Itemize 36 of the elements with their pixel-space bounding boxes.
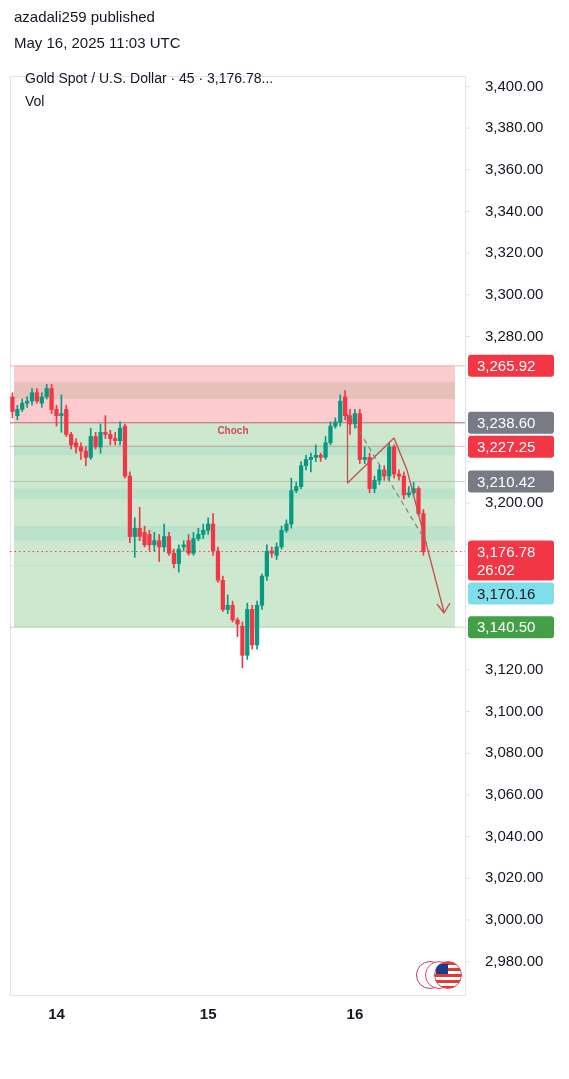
ref-line-label: 3,227.25 bbox=[477, 437, 536, 455]
x-tick-label: 16 bbox=[346, 1005, 364, 1023]
y-tick-label: 3,320.00 bbox=[485, 243, 544, 261]
text: azadali259 published bbox=[14, 8, 155, 25]
y-tick-label: 3,000.00 bbox=[485, 910, 544, 928]
y-tick-label: 2,980.00 bbox=[485, 951, 544, 969]
y-tick-label: 3,040.00 bbox=[485, 826, 544, 844]
ref-line-label: 3,140.50 bbox=[477, 618, 536, 636]
ref-line-label: 3,210.42 bbox=[477, 472, 536, 490]
candlestick bbox=[313, 444, 318, 462]
text: May 16, 2025 11:03 UTC bbox=[14, 34, 181, 51]
y-tick-label: 3,280.00 bbox=[485, 326, 544, 344]
x-tick-label: 15 bbox=[199, 1005, 217, 1023]
ref-line-label: 3,265.92 bbox=[477, 356, 536, 374]
y-tick-label: 3,340.00 bbox=[485, 201, 544, 219]
y-tick-label: 3,120.00 bbox=[485, 660, 544, 678]
candlestick bbox=[132, 517, 137, 558]
y-tick-label: 3,200.00 bbox=[485, 493, 544, 511]
y-tick-label: 3,360.00 bbox=[485, 159, 544, 177]
candlestick bbox=[308, 452, 314, 473]
y-tick-label: 3,060.00 bbox=[485, 785, 544, 803]
y-tick-label: 3,020.00 bbox=[485, 868, 544, 886]
candlestick bbox=[362, 446, 367, 464]
y-tick-label: 3,400.00 bbox=[485, 76, 544, 94]
ref-line-label: 3,238.60 bbox=[477, 413, 536, 431]
annotation: Choch bbox=[217, 424, 249, 436]
ref-line-label: 3,176.78 26:02 bbox=[477, 542, 536, 578]
x-tick-label: 14 bbox=[48, 1005, 66, 1023]
ref-line-label: 3,170.16 bbox=[477, 584, 536, 602]
y-tick-label: 3,100.00 bbox=[485, 701, 544, 719]
chart-title: Gold Spot / U.S. Dollar · 45 · 3,176.78... bbox=[25, 70, 274, 86]
y-tick-label: 3,380.00 bbox=[485, 118, 544, 136]
y-tick-label: 3,300.00 bbox=[485, 284, 544, 302]
y-tick-label: 3,080.00 bbox=[485, 743, 544, 761]
annotation: Vol bbox=[25, 93, 45, 109]
candlestick bbox=[157, 534, 162, 562]
